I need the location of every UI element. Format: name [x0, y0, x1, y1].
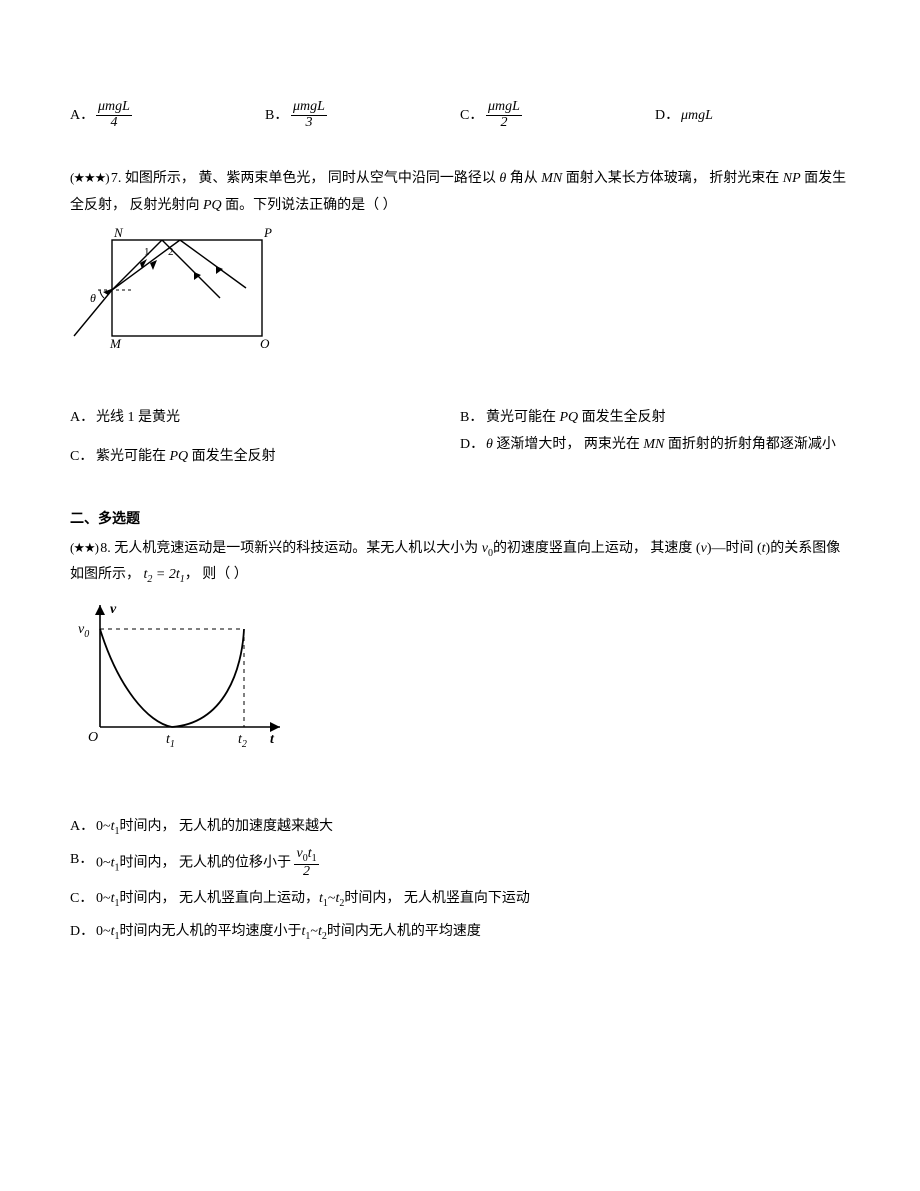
- q8-option-B: B． 0~t1时间内， 无人机的位移小于 v0t1 2: [70, 847, 850, 880]
- q7-option-B: B． 黄光可能在 PQ 面发生全反射: [460, 407, 838, 428]
- option-text: 黄光可能在 PQ 面发生全反射: [486, 407, 666, 428]
- option-letter: D．: [460, 434, 486, 455]
- q8-diagram: v v0 O t1 t2 t: [70, 597, 850, 754]
- q8-stem: (★★) 8. 无人机竞速运动是一项新兴的科技运动。某无人机以大小为 v0的初速…: [70, 536, 850, 590]
- question-number: 7.: [111, 171, 125, 186]
- svg-text:t1: t1: [166, 732, 175, 747]
- svg-text:v0: v0: [78, 622, 89, 640]
- option-letter: D．: [655, 105, 681, 126]
- option-letter: C．: [70, 886, 96, 913]
- q7-option-D: D． θ 逐渐增大时， 两束光在 MN 面折射的折射角都逐渐减小: [460, 434, 838, 455]
- option-text: 0~t1时间内无人机的平均速度小于t1~t2时间内无人机的平均速度: [96, 919, 481, 946]
- q6-option-D: D． μmgL: [655, 100, 850, 130]
- option-letter: D．: [70, 919, 96, 946]
- fraction: v0t1 2: [294, 847, 318, 880]
- q7-stem: (★★★) 7. 如图所示， 黄、紫两束单色光， 同时从空气中沿同一路径以 θ …: [70, 166, 850, 219]
- svg-text:1: 1: [144, 246, 150, 258]
- difficulty-stars: (★★): [70, 540, 100, 555]
- svg-text:O: O: [88, 730, 98, 745]
- svg-text:N: N: [113, 228, 124, 240]
- option-letter: C．: [460, 105, 486, 126]
- q7-options: A． 光线 1 是黄光 C． 紫光可能在 PQ 面发生全反射 B． 黄光可能在 …: [70, 401, 850, 473]
- fraction: μmgL 4: [96, 100, 132, 130]
- q6-option-B: B． μmgL 3: [265, 100, 460, 130]
- fraction: μmgL 3: [291, 100, 327, 130]
- q6-options: A． μmgL 4 B． μmgL 3 C． μmgL 2 D． μmgL: [70, 100, 850, 130]
- option-letter: A．: [70, 814, 96, 841]
- q6-option-C: C． μmgL 2: [460, 100, 655, 130]
- option-text: 0~t1时间内， 无人机的位移小于 v0t1 2: [96, 847, 319, 880]
- q7-option-C: C． 紫光可能在 PQ 面发生全反射: [70, 446, 448, 467]
- option-text: 光线 1 是黄光: [96, 407, 180, 428]
- question-number: 8.: [100, 541, 114, 556]
- svg-text:M: M: [109, 336, 122, 348]
- option-letter: A．: [70, 105, 96, 126]
- section-2-title: 二、多选题: [70, 509, 850, 530]
- q7-option-A: A． 光线 1 是黄光: [70, 407, 448, 428]
- svg-text:t2: t2: [238, 732, 247, 747]
- option-letter: C．: [70, 446, 96, 467]
- q8-option-A: A． 0~t1时间内， 无人机的加速度越来越大: [70, 814, 850, 841]
- svg-text:P: P: [263, 228, 272, 240]
- option-letter: B．: [70, 847, 96, 880]
- option-text: μmgL: [681, 105, 713, 126]
- q8-options: A． 0~t1时间内， 无人机的加速度越来越大 B． 0~t1时间内， 无人机的…: [70, 814, 850, 945]
- option-text: θ 逐渐增大时， 两束光在 MN 面折射的折射角都逐渐减小: [486, 434, 836, 455]
- option-letter: A．: [70, 407, 96, 428]
- option-letter: B．: [265, 105, 291, 126]
- option-text: 0~t1时间内， 无人机竖直向上运动，t1~t2时间内， 无人机竖直向下运动: [96, 886, 530, 913]
- q6-option-A: A． μmgL 4: [70, 100, 265, 130]
- q7-diagram: N P M Q 1 2 θ: [70, 228, 850, 355]
- option-letter: B．: [460, 407, 486, 428]
- svg-text:θ: θ: [90, 291, 96, 305]
- svg-text:2: 2: [168, 246, 174, 258]
- q8-option-D: D． 0~t1时间内无人机的平均速度小于t1~t2时间内无人机的平均速度: [70, 919, 850, 946]
- svg-text:v: v: [110, 602, 117, 617]
- option-text: 紫光可能在 PQ 面发生全反射: [96, 446, 276, 467]
- option-text: 0~t1时间内， 无人机的加速度越来越大: [96, 814, 333, 841]
- fraction: μmgL 2: [486, 100, 522, 130]
- svg-text:Q: Q: [260, 336, 270, 348]
- difficulty-stars: (★★★): [70, 170, 111, 185]
- q8-option-C: C． 0~t1时间内， 无人机竖直向上运动，t1~t2时间内， 无人机竖直向下运…: [70, 886, 850, 913]
- svg-text:t: t: [270, 732, 275, 747]
